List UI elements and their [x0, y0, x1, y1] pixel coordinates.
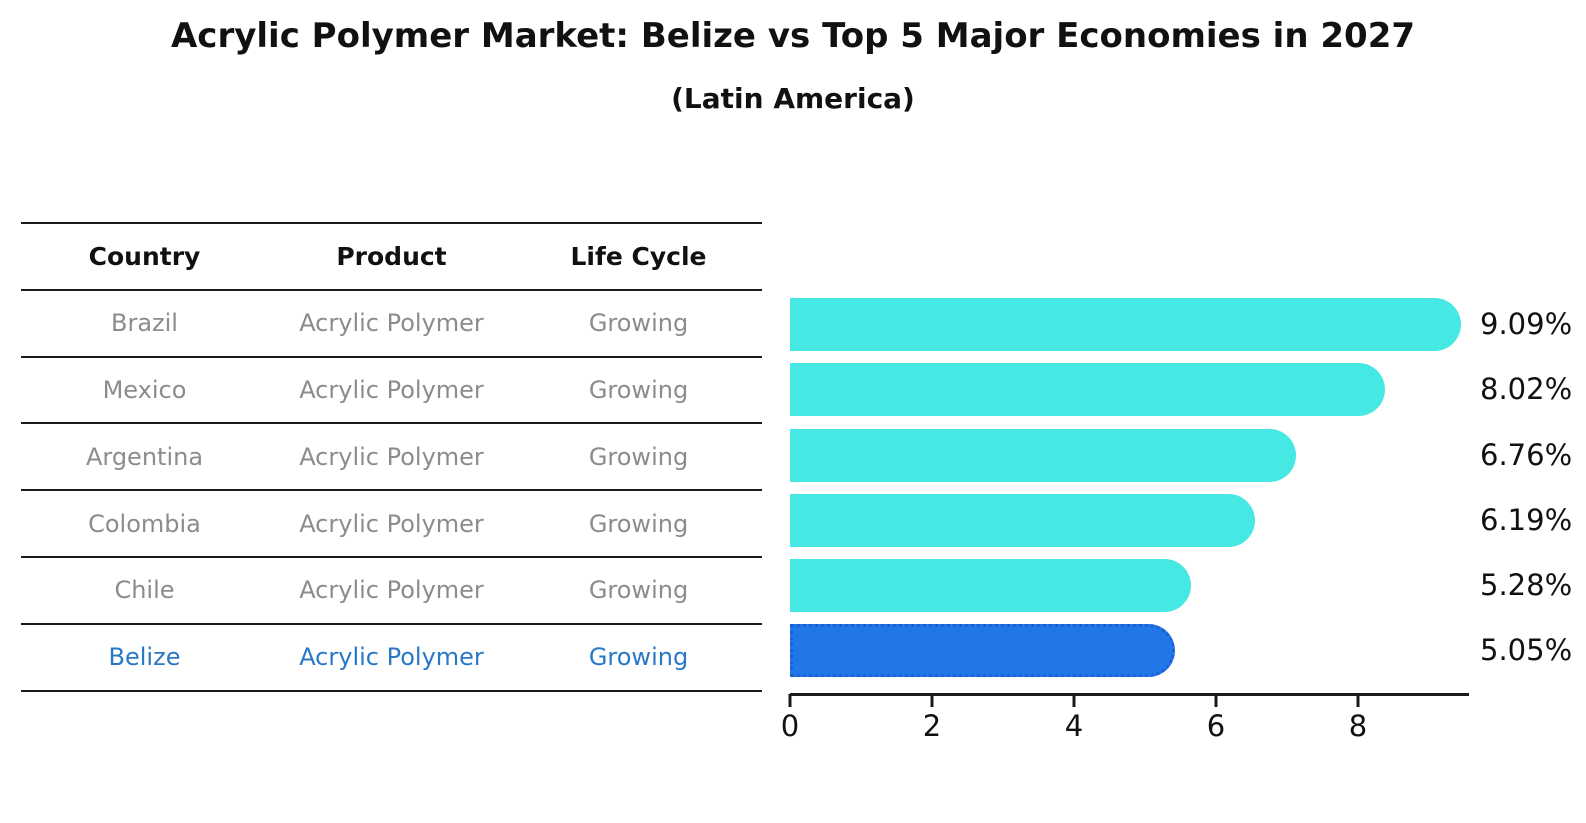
cell-country: Colombia: [88, 509, 201, 538]
cell-product: Acrylic Polymer: [299, 509, 484, 538]
table-row-mexico: Mexico Acrylic Polymer Growing: [21, 358, 762, 425]
column-header-product: Product: [336, 241, 447, 271]
table-row-brazil: Brazil Acrylic Polymer Growing: [21, 291, 762, 358]
cell-life-cycle: Growing: [588, 576, 689, 605]
table-row-chile: Chile Acrylic Polymer Growing: [21, 558, 762, 625]
cell-life-cycle: Growing: [588, 309, 689, 338]
column-header-country: Country: [88, 241, 201, 271]
cell-country: Argentina: [85, 442, 204, 471]
x-axis-tick: [1214, 694, 1218, 707]
bar-brazil: [790, 298, 1462, 351]
cell-country: Belize: [108, 643, 181, 672]
bar-value-label: 8.02%: [1480, 372, 1573, 406]
x-axis-tick-label: 8: [1348, 709, 1368, 743]
x-axis-tick-label: 0: [780, 709, 800, 743]
table-header-row: Country Product Life Cycle: [21, 224, 762, 291]
table-row-belize: Belize Acrylic Polymer Growing: [21, 625, 762, 690]
cell-country: Chile: [114, 576, 175, 605]
table-row-colombia: Colombia Acrylic Polymer Growing: [21, 491, 762, 558]
column-header-life-cycle: Life Cycle: [570, 241, 707, 271]
cell-product: Acrylic Polymer: [299, 309, 484, 338]
bar-value-label: 9.09%: [1480, 307, 1573, 341]
bar-value-label: 6.76%: [1480, 438, 1573, 472]
chart-title: Acrylic Polymer Market: Belize vs Top 5 …: [170, 16, 1416, 56]
x-axis-tick: [788, 694, 792, 707]
x-axis-tick-label: 2: [922, 709, 942, 743]
cell-life-cycle: Growing: [588, 509, 689, 538]
x-axis-tick: [930, 694, 934, 707]
cell-life-cycle: Growing: [588, 643, 689, 672]
cell-country: Brazil: [111, 309, 178, 338]
country-table: Country Product Life Cycle Brazil Acryli…: [21, 222, 762, 692]
cell-product: Acrylic Polymer: [299, 375, 484, 404]
cell-life-cycle: Growing: [588, 375, 689, 404]
cell-country: Mexico: [102, 375, 187, 404]
table-row-argentina: Argentina Acrylic Polymer Growing: [21, 424, 762, 492]
bar-value-label: 5.05%: [1480, 633, 1573, 667]
x-axis-tick-label: 6: [1206, 709, 1226, 743]
bar-value-label: 5.28%: [1480, 568, 1573, 602]
bar-belize: [790, 624, 1175, 677]
cell-product: Acrylic Polymer: [299, 442, 484, 471]
bar-chile: [790, 559, 1191, 612]
bar-argentina: [790, 429, 1296, 482]
chart-subtitle: (Latin America): [671, 82, 915, 115]
cell-product: Acrylic Polymer: [299, 576, 484, 605]
x-axis-tick: [1356, 694, 1360, 707]
x-axis-tick-label: 4: [1064, 709, 1084, 743]
x-axis-tick: [1072, 694, 1076, 707]
bar-colombia: [790, 494, 1256, 547]
x-axis-line: [790, 693, 1469, 696]
cell-product: Acrylic Polymer: [299, 643, 484, 672]
bar-value-label: 6.19%: [1480, 503, 1573, 537]
bar-mexico: [790, 363, 1386, 416]
cell-life-cycle: Growing: [588, 442, 689, 471]
